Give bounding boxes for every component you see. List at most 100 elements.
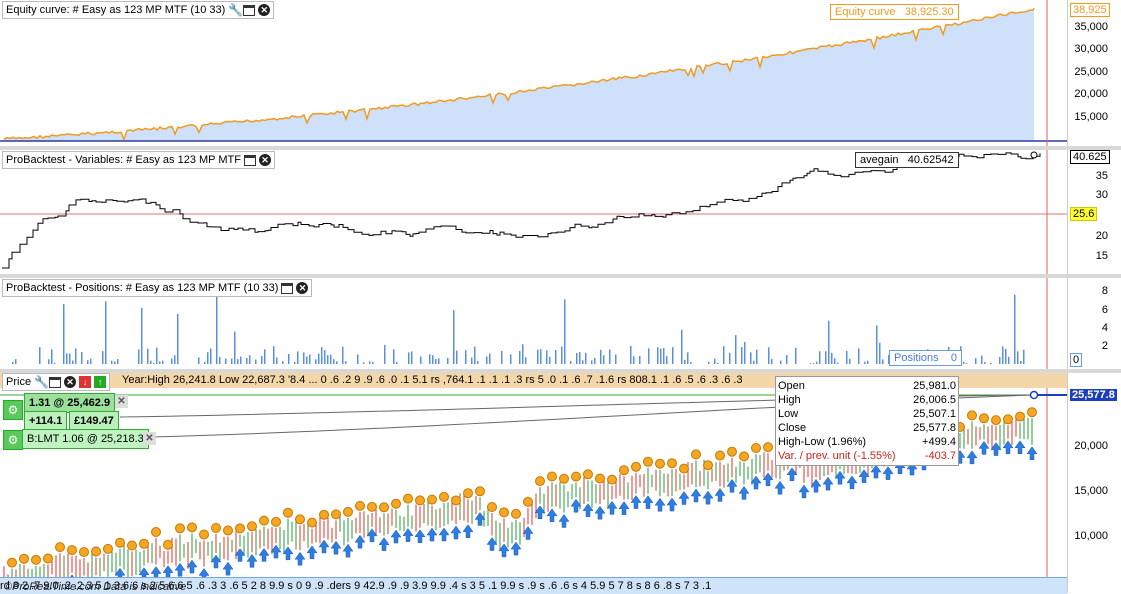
window-icon[interactable]: [244, 155, 256, 166]
order-1-close-button[interactable]: ✕: [115, 395, 128, 408]
close-icon[interactable]: ✕: [258, 4, 270, 16]
position-bar: [561, 347, 563, 365]
position-bar: [333, 359, 335, 364]
position-bar: [207, 352, 209, 364]
order-1-settings-button[interactable]: ⚙: [3, 400, 23, 420]
tooltip-row: High-Low (1.96%)+499.4: [778, 435, 956, 449]
buy-signal-icon: [679, 491, 689, 504]
position-bar: [1020, 361, 1022, 364]
buy-signal-icon: [415, 530, 425, 543]
close-icon[interactable]: ✕: [259, 154, 271, 166]
position-bar: [393, 349, 395, 364]
position-bar: [246, 358, 248, 364]
variables-pane-title: ProBacktest - Variables: # Easy as 123 M…: [6, 154, 241, 166]
position-bar: [432, 355, 434, 364]
tooltip-row-variation: Var. / prev. unit (-1.55%)-403.7: [778, 449, 956, 463]
equity-last-value-tag: 38,925: [1070, 3, 1110, 17]
sell-signal-icon: [44, 554, 53, 563]
sell-signal-icon: [476, 487, 485, 496]
positions-tick: 4: [1102, 322, 1108, 334]
buy-signal-icon: [331, 541, 341, 554]
position-bar: [714, 359, 716, 364]
position-bar: [975, 358, 977, 364]
buy-signal-icon: [391, 530, 401, 543]
order-1-pl-points: +114.1: [29, 415, 62, 427]
sell-signal-icon: [200, 530, 209, 539]
sell-signal-icon: [116, 538, 125, 547]
wrench-icon[interactable]: 🔧: [34, 376, 46, 388]
position-bar: [90, 359, 92, 364]
position-bar: [69, 354, 71, 364]
position-bar: [735, 335, 737, 364]
sell-signal-icon: [452, 496, 461, 505]
position-bar: [342, 347, 344, 364]
position-bar: [294, 362, 296, 364]
close-icon[interactable]: ✕: [64, 376, 76, 388]
tooltip-label: High: [778, 393, 801, 407]
variables-tick: 15: [1096, 250, 1108, 262]
window-icon[interactable]: [243, 5, 255, 16]
position-bar: [1005, 349, 1007, 364]
position-bar: [204, 362, 206, 364]
position-bar: [273, 346, 275, 364]
position-bar: [363, 362, 365, 364]
tooltip-value: 25,577.8: [913, 421, 956, 435]
order-1-pl: +114.1: [24, 411, 67, 431]
buy-signal-icon: [295, 552, 305, 565]
order-2-settings-button[interactable]: ⚙: [3, 430, 23, 450]
position-bar: [846, 351, 848, 364]
position-bar: [234, 332, 236, 365]
position-bar: [117, 359, 119, 364]
position-bar: [171, 359, 173, 365]
sell-order-icon[interactable]: ↓: [79, 376, 91, 388]
window-icon[interactable]: [281, 283, 293, 294]
order-2-close-button[interactable]: ✕: [143, 432, 156, 445]
position-bar: [609, 350, 611, 365]
buy-signal-icon: [379, 538, 389, 551]
position-bar: [471, 358, 473, 365]
variables-pane: ProBacktest - Variables: # Easy as 123 M…: [0, 150, 1121, 274]
positions-pane-title: ProBacktest - Positions: # Easy as 123 M…: [6, 282, 278, 294]
position-bar: [708, 362, 710, 364]
position-bar: [276, 358, 278, 365]
buy-order-icon[interactable]: ↑: [94, 376, 106, 388]
position-bar: [795, 348, 797, 364]
position-bar: [219, 357, 221, 364]
position-bar: [594, 358, 596, 364]
position-bar: [966, 363, 968, 364]
position-bar: [1014, 295, 1016, 364]
sell-signal-icon: [284, 508, 293, 517]
position-bar: [858, 348, 860, 364]
position-bar: [555, 350, 557, 364]
order-2-limit[interactable]: B:LMT 1.06 @ 25,218.3: [22, 429, 149, 449]
tooltip-variation-value: -403.7: [925, 449, 956, 463]
window-icon[interactable]: [49, 377, 61, 388]
position-bar: [453, 310, 455, 364]
position-bar: [429, 354, 431, 364]
sell-signal-icon: [428, 495, 437, 504]
sell-signal-icon: [512, 509, 521, 518]
sell-signal-icon: [176, 524, 185, 533]
position-bar: [750, 352, 752, 364]
position-bar: [570, 361, 572, 364]
position-bar: [1023, 350, 1025, 364]
close-icon[interactable]: ✕: [296, 282, 308, 294]
position-bar: [813, 363, 815, 364]
order-1-position[interactable]: 1.31 @ 25,462.9: [24, 393, 115, 413]
position-bar: [549, 357, 551, 364]
position-bar: [663, 348, 665, 364]
position-bar: [261, 356, 263, 364]
sell-signal-icon: [668, 459, 677, 468]
variables-y-axis: 40.625 35 30 25.6 25 20 15: [1067, 150, 1121, 274]
sell-signal-icon: [188, 523, 197, 532]
position-bar: [297, 351, 299, 364]
position-bar: [411, 352, 413, 365]
equity-tick: 15,000: [1074, 111, 1108, 123]
positions-pane: ProBacktest - Positions: # Easy as 123 M…: [0, 278, 1121, 369]
buy-signal-icon: [343, 544, 353, 557]
position-bar: [831, 353, 833, 364]
position-bar: [225, 358, 227, 364]
wrench-icon[interactable]: 🔧: [228, 4, 240, 16]
